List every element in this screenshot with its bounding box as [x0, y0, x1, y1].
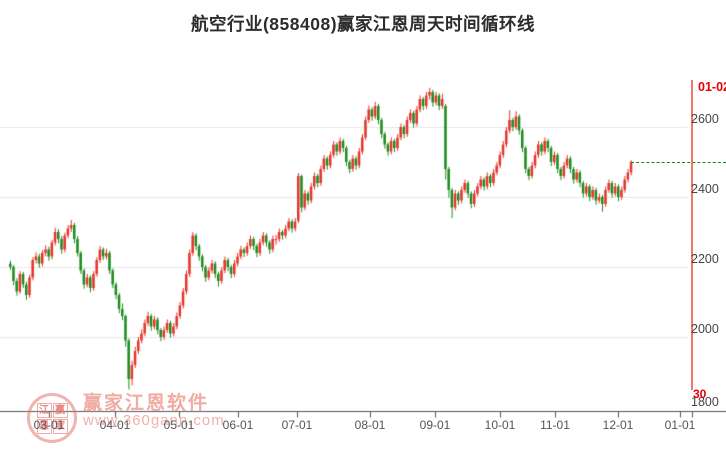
x-axis-label: 01-01 — [664, 418, 696, 432]
x-axis-label: 04-01 — [99, 418, 131, 432]
cycle-count-label: 30 — [693, 387, 707, 401]
x-axis-label: 12-01 — [602, 418, 634, 432]
x-axis-label: 05-01 — [163, 418, 195, 432]
x-axis-label: 10-01 — [484, 418, 516, 432]
x-axis-label: 09-01 — [419, 418, 451, 432]
x-axis-label: 07-01 — [281, 418, 313, 432]
cycle-date-label: 01-02 — [698, 80, 726, 94]
x-axis-label: 08-01 — [354, 418, 386, 432]
y-axis-label: 2200 — [691, 252, 719, 266]
y-axis-label: 2600 — [691, 112, 719, 126]
x-axis-label: 03-01 — [33, 418, 65, 432]
x-axis-label: 06-01 — [222, 418, 254, 432]
last-price-level-line — [631, 162, 726, 163]
gann-time-cycle-line — [691, 80, 693, 390]
x-axis-label: 11-01 — [540, 418, 570, 432]
y-axis-label: 1800 — [691, 395, 719, 409]
chart-title: 航空行业(858408)赢家江恩周天时间循环线 — [190, 14, 536, 34]
y-axis-label: 2400 — [691, 182, 719, 196]
y-axis-label: 2000 — [691, 322, 719, 336]
